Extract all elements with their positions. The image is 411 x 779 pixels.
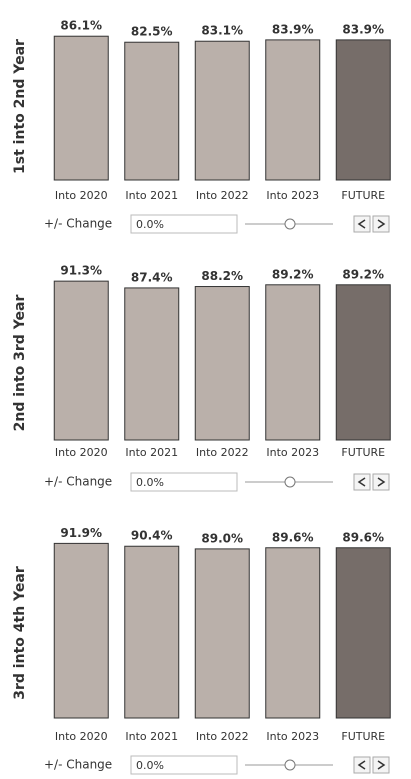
value-label: 90.4% xyxy=(131,529,173,543)
x-tick-label: Into 2023 xyxy=(266,730,319,743)
x-tick-label: Into 2022 xyxy=(196,730,249,743)
slider-thumb[interactable] xyxy=(284,759,296,771)
next-button[interactable] xyxy=(372,473,390,491)
bar xyxy=(194,40,250,181)
bar xyxy=(265,284,321,441)
bar xyxy=(124,545,180,719)
x-tick-label: Into 2020 xyxy=(55,730,108,743)
x-tick-label: Into 2020 xyxy=(55,189,108,202)
value-label: 83.9% xyxy=(342,22,384,36)
x-tick-label: FUTURE xyxy=(341,446,385,459)
x-tick-label: Into 2022 xyxy=(196,189,249,202)
bar xyxy=(53,542,109,719)
x-tick-label: Into 2021 xyxy=(125,730,178,743)
next-arrow[interactable] xyxy=(377,477,386,487)
x-tick-label: FUTURE xyxy=(341,189,385,202)
next-arrow[interactable] xyxy=(377,760,386,770)
value-label: 86.1% xyxy=(60,19,102,33)
value-label: 89.0% xyxy=(201,531,243,545)
change-input[interactable] xyxy=(130,214,238,234)
y-axis-label: 1st into 2nd Year xyxy=(12,39,28,174)
value-label: 91.9% xyxy=(60,526,102,540)
control-label: +/- Change xyxy=(44,217,112,231)
bar xyxy=(53,280,109,441)
change-input[interactable] xyxy=(130,755,238,775)
bar xyxy=(194,286,250,441)
change-input-value[interactable]: 0.0% xyxy=(136,759,164,772)
value-label: 88.2% xyxy=(201,269,243,283)
x-tick-label: Into 2021 xyxy=(125,446,178,459)
bar xyxy=(194,548,250,719)
bar xyxy=(124,287,180,441)
next-arrow[interactable] xyxy=(377,219,386,229)
next-button[interactable] xyxy=(372,756,390,774)
change-input-value[interactable]: 0.0% xyxy=(136,218,164,231)
prev-arrow[interactable] xyxy=(357,219,366,229)
bar xyxy=(53,35,109,181)
x-tick-label: Into 2021 xyxy=(125,189,178,202)
control-label: +/- Change xyxy=(44,758,112,772)
bar xyxy=(335,284,391,441)
bar xyxy=(265,547,321,719)
bar xyxy=(335,39,391,181)
prev-button[interactable] xyxy=(353,215,371,233)
slider-thumb[interactable] xyxy=(284,218,296,230)
x-tick-label: Into 2023 xyxy=(266,189,319,202)
value-label: 91.3% xyxy=(60,264,102,278)
x-tick-label: Into 2023 xyxy=(266,446,319,459)
x-tick-label: Into 2022 xyxy=(196,446,249,459)
prev-arrow[interactable] xyxy=(357,760,366,770)
slider-thumb[interactable] xyxy=(284,476,296,488)
bar xyxy=(335,547,391,719)
prev-button[interactable] xyxy=(353,473,371,491)
y-axis-label: 3rd into 4th Year xyxy=(12,566,28,700)
prev-arrow[interactable] xyxy=(357,477,366,487)
value-label: 89.6% xyxy=(272,530,314,544)
value-label: 89.2% xyxy=(272,267,314,281)
bar xyxy=(265,39,321,181)
x-tick-label: FUTURE xyxy=(341,730,385,743)
value-label: 89.6% xyxy=(342,530,384,544)
change-input[interactable] xyxy=(130,472,238,492)
value-label: 87.4% xyxy=(131,270,173,284)
value-label: 89.2% xyxy=(342,267,384,281)
x-tick-label: Into 2020 xyxy=(55,446,108,459)
value-label: 83.9% xyxy=(272,22,314,36)
bar xyxy=(124,41,180,181)
change-input-value[interactable]: 0.0% xyxy=(136,476,164,489)
next-button[interactable] xyxy=(372,215,390,233)
prev-button[interactable] xyxy=(353,756,371,774)
value-label: 83.1% xyxy=(201,24,243,38)
value-label: 82.5% xyxy=(131,25,173,39)
control-label: +/- Change xyxy=(44,475,112,489)
y-axis-label: 2nd into 3rd Year xyxy=(12,295,28,432)
